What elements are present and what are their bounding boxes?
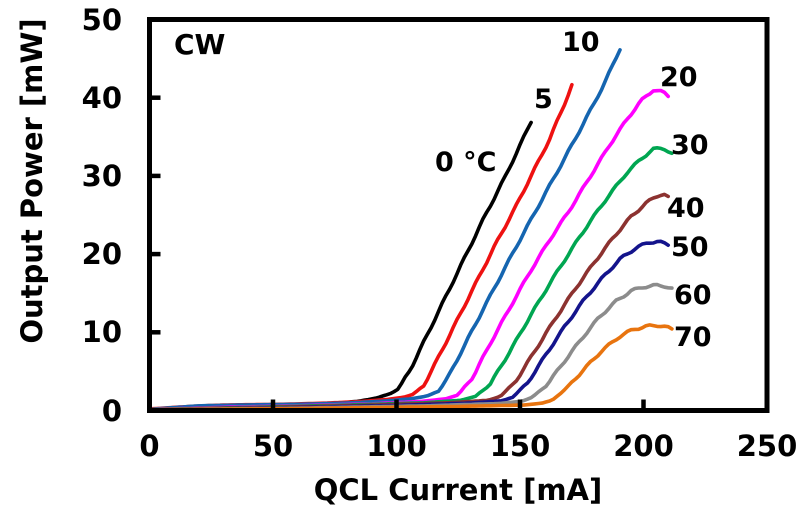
curve-label-50C: 50: [671, 232, 709, 263]
curve-label-10C: 10: [562, 27, 600, 58]
curve-label-0C: 0 °C: [435, 147, 497, 178]
curve-label-60C: 60: [674, 280, 712, 311]
curve-label-5C: 5: [534, 84, 553, 115]
y-axis-title: Output Power [mW]: [15, 18, 49, 344]
y-tick-label: 0: [101, 393, 122, 428]
x-tick-label: 0: [139, 429, 160, 463]
y-tick-label: 20: [81, 237, 122, 272]
x-tick-label: 250: [736, 429, 798, 463]
x-axis-title: QCL Current [mA]: [313, 473, 603, 507]
plot-frame: [147, 17, 770, 413]
li-curve-60C: [147, 282, 674, 412]
x-tick-label: 150: [489, 429, 551, 463]
x-tick-label: 200: [613, 429, 674, 463]
x-tick-label: 100: [366, 429, 427, 463]
cw-annotation: CW: [174, 28, 226, 61]
y-tick-label: 50: [81, 2, 122, 37]
y-tick-label: 40: [81, 80, 122, 115]
li-curve-40C: [147, 192, 671, 412]
x-tick-label: 50: [252, 429, 294, 463]
curve-label-20C: 20: [660, 62, 698, 93]
y-tick-label: 10: [81, 315, 122, 350]
li-curve-5C: [147, 82, 574, 411]
axes-frame: [147, 17, 770, 413]
li-curve-10C: [147, 48, 622, 412]
curve-label-30C: 30: [671, 130, 709, 161]
curve-label-70C: 70: [674, 322, 712, 353]
curves: [147, 48, 674, 412]
y-tick-label: 30: [81, 158, 122, 193]
curve-label-40C: 40: [667, 193, 705, 224]
